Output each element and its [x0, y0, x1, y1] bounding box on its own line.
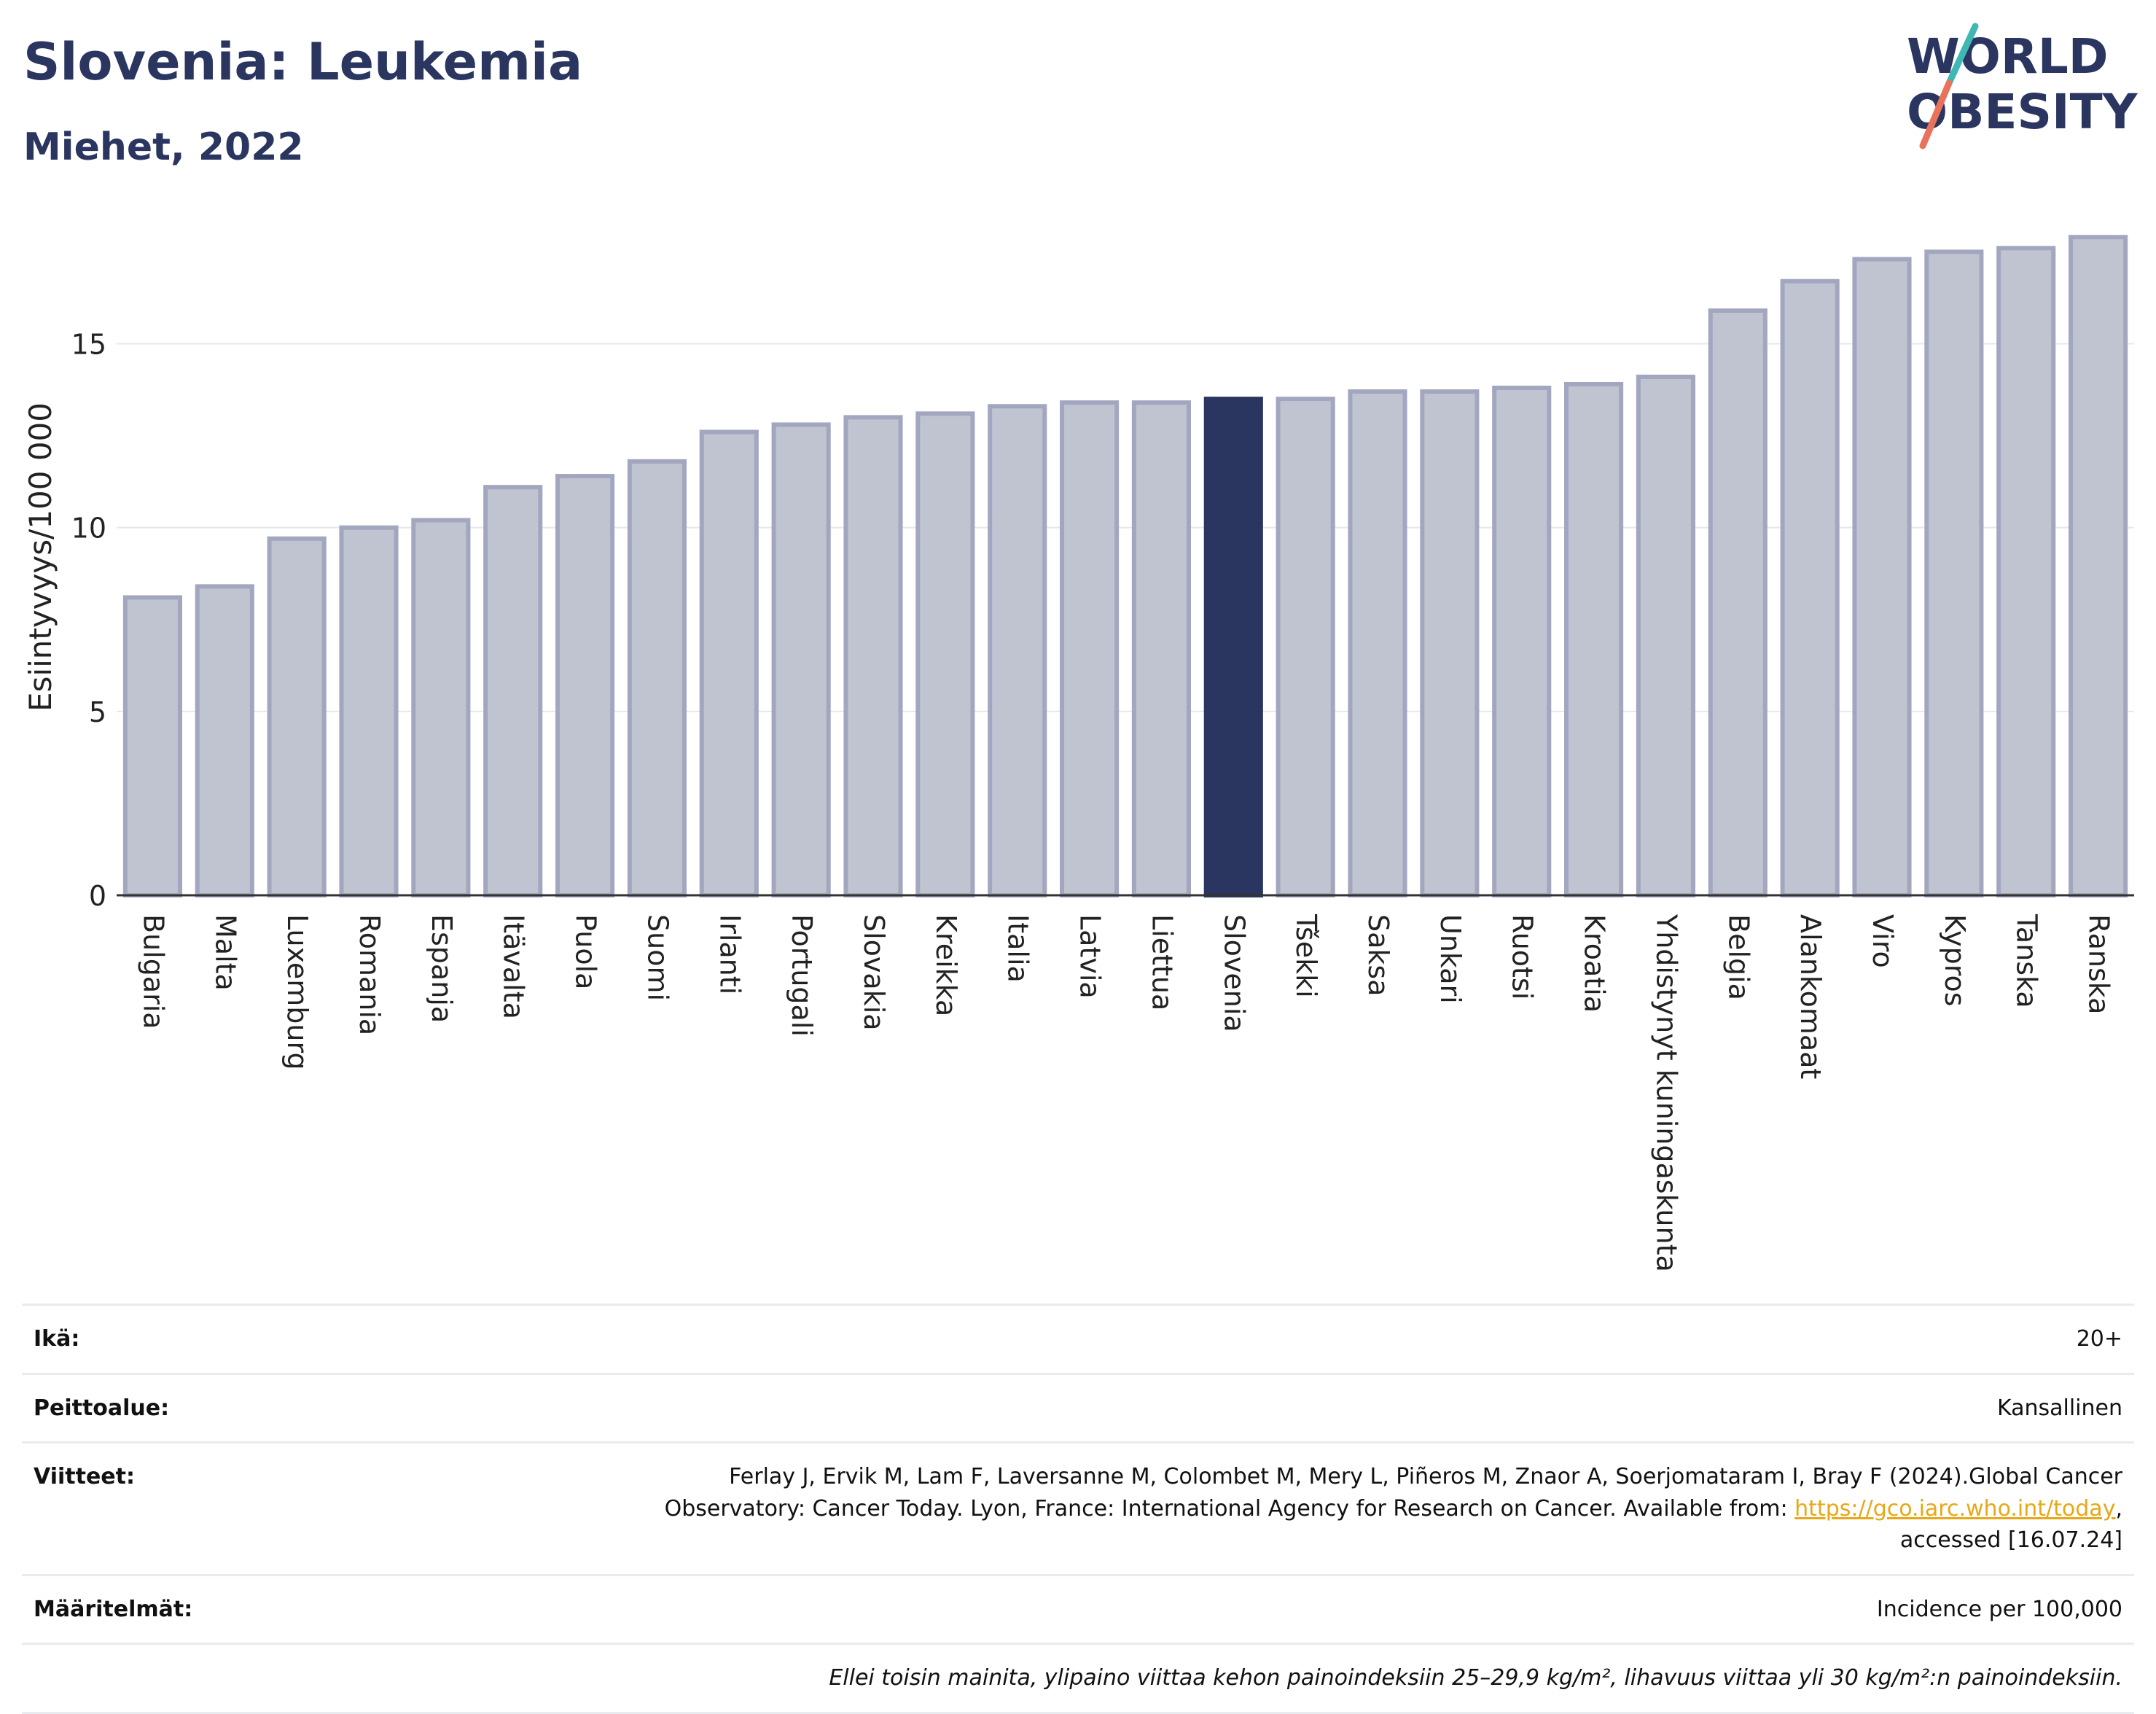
bar-12: [988, 404, 1047, 897]
y-tick-label: 10: [71, 513, 106, 545]
x-tick-label: Puola: [570, 914, 602, 989]
x-tick-label: Malta: [209, 914, 241, 991]
world-obesity-logo: WORLD OBESITY: [1907, 23, 2139, 149]
bar-5: [483, 485, 543, 897]
x-tick-label: Yhdistynyt kuningaskunta: [1650, 914, 1682, 1272]
bar-19: [1492, 386, 1552, 897]
x-tick-label: Bulgaria: [137, 914, 169, 1029]
x-tick-label: Espanja: [426, 914, 458, 1023]
references-line2: Observatory: Cancer Today. Lyon, France:…: [664, 1495, 1795, 1522]
logo-line1: WORLD: [1907, 28, 2109, 85]
x-tick-label: Tanska: [2011, 914, 2043, 1008]
x-tick-label: Belgia: [1722, 914, 1754, 1000]
coverage-value: Kansallinen: [322, 1372, 2134, 1443]
x-tick-label: Latvia: [1074, 914, 1106, 999]
x-tick-label: Irlanti: [714, 914, 746, 994]
bar-20: [1564, 381, 1624, 897]
y-tick-label: 5: [89, 696, 106, 728]
x-tick-label: Kypros: [1939, 914, 1971, 1007]
x-tick-label: Liettua: [1146, 914, 1178, 1010]
bar-24: [1852, 257, 1912, 897]
info-row-definitions: Määritelmät: Incidence per 100,000: [22, 1573, 2134, 1644]
references-line2-end: ,: [2115, 1495, 2122, 1522]
info-table: Ikä: 20+ Peittoalue: Kansallinen Viittee…: [22, 1304, 2134, 1714]
x-tick-label: Unkari: [1434, 914, 1466, 1004]
x-tick-label: Romania: [354, 914, 386, 1035]
info-row-coverage: Peittoalue: Kansallinen: [22, 1372, 2134, 1443]
x-tick-label: Slovakia: [858, 914, 890, 1031]
x-tick-label: Kreikka: [930, 914, 962, 1016]
x-tick-label: Italia: [1002, 914, 1034, 983]
x-tick-label: Kroatia: [1579, 914, 1611, 1013]
bar-2: [267, 536, 327, 897]
x-tick-label: Slovenia: [1218, 914, 1250, 1032]
bar-6: [555, 474, 615, 897]
x-tick-label: Ruotsi: [1507, 914, 1539, 1000]
x-tick-label: Alankomaat: [1794, 914, 1827, 1079]
references-value: Ferlay J, Ervik M, Lam F, Laversanne M, …: [322, 1441, 2134, 1575]
references-link[interactable]: https://gco.iarc.who.int/today: [1794, 1495, 2116, 1522]
bar-chart: 0 5 10 15 Esiintyvyys/100 000 Bulgaria Malta Lu…: [23, 235, 2134, 1272]
bar-18: [1420, 389, 1480, 897]
x-tick-label: Saksa: [1362, 914, 1394, 997]
bar-10: [843, 415, 903, 897]
bar-1: [195, 584, 254, 897]
bar-7: [627, 459, 687, 897]
references-line3: accessed [16.07.24]: [1899, 1527, 2122, 1553]
bar-15: [1203, 397, 1263, 897]
y-tick-label: 15: [71, 328, 106, 360]
bar-26: [1996, 246, 2056, 897]
bar-9: [771, 422, 831, 897]
bar-4: [411, 518, 471, 897]
age-value: 20+: [322, 1304, 2134, 1374]
info-row-references: Viitteet: Ferlay J, Ervik M, Lam F, Lave…: [22, 1441, 2134, 1575]
bar-0: [122, 595, 182, 897]
x-tick-label: Itävalta: [498, 914, 530, 1019]
definitions-value: Incidence per 100,000: [322, 1573, 2134, 1644]
footnote: Ellei toisin mainita, ylipaino viittaa k…: [22, 1643, 2134, 1714]
bar-13: [1060, 400, 1120, 897]
definitions-label: Määritelmät:: [22, 1573, 322, 1644]
bar-3: [339, 525, 399, 897]
info-row-note: Ellei toisin mainita, ylipaino viittaa k…: [22, 1643, 2134, 1714]
x-tick-label: Suomi: [641, 914, 673, 1001]
coverage-label: Peittoalue:: [22, 1372, 322, 1443]
logo-slash-coral: [1919, 79, 1953, 149]
x-tick-label: Ranska: [2083, 914, 2115, 1014]
bar-25: [1924, 249, 1984, 897]
bar-8: [699, 429, 759, 897]
bar-11: [915, 411, 975, 897]
bar-16: [1276, 397, 1335, 897]
references-line1: Ferlay J, Ervik M, Lam F, Laversanne M, …: [729, 1464, 2122, 1489]
y-axis-label: Esiintyvyys/100 000: [23, 402, 58, 712]
x-tick-label: Tšekki: [1290, 914, 1322, 998]
age-label: Ikä:: [22, 1304, 322, 1374]
x-tick-label: Luxemburg: [281, 914, 313, 1070]
x-tick-label: Portugali: [786, 914, 818, 1037]
bar-22: [1708, 308, 1768, 897]
bar-14: [1131, 400, 1191, 897]
x-tick-label: Viro: [1867, 914, 1899, 968]
chart-subtitle: Miehet, 2022: [23, 125, 304, 169]
chart-title: Slovenia: Leukemia: [23, 32, 583, 92]
bar-23: [1780, 278, 1840, 897]
logo-slash-teal: [1945, 23, 1979, 87]
info-row-age: Ikä: 20+: [22, 1304, 2134, 1374]
bar-27: [2069, 235, 2128, 897]
references-label: Viitteet:: [22, 1441, 322, 1575]
y-tick-label: 0: [89, 880, 106, 912]
bar-21: [1636, 374, 1695, 897]
bar-17: [1348, 389, 1407, 897]
